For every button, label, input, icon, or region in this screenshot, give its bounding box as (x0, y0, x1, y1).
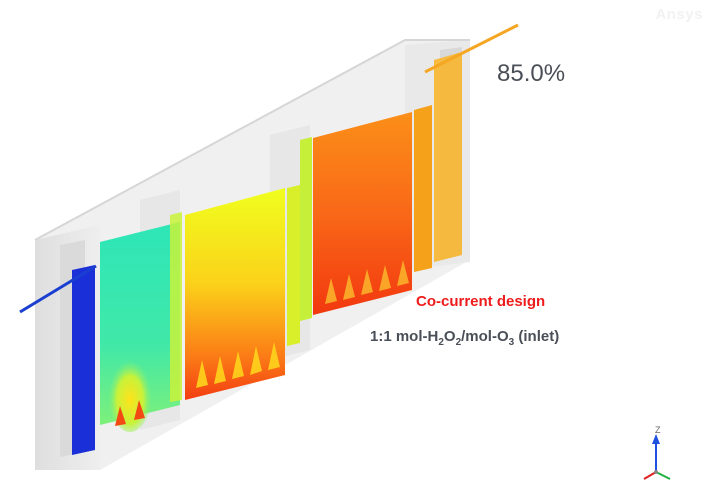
ratio-subscript-2: 2 (455, 337, 462, 348)
ratio-prefix: 1:1 mol-H (370, 328, 439, 345)
molar-ratio-caption: 1:1 mol-H2O2/mol-O3 (inlet) (370, 328, 559, 348)
axis-triad-icon (643, 434, 671, 480)
ratio-suffix: (inlet) (514, 328, 560, 345)
design-title: Co-current design (416, 293, 546, 310)
ratio-subscript-1: 2 (438, 337, 444, 348)
inlet-pipe (19, 264, 97, 314)
ratio-subscript-3: 3 (508, 337, 515, 348)
axis-z-label: Z (655, 425, 661, 435)
stage-2-chamber (170, 185, 300, 402)
conversion-percent: 85.0% (497, 60, 566, 87)
stage-3-chamber (300, 52, 462, 321)
ratio-mid-1: O (443, 328, 456, 345)
outlet-pipe (424, 23, 519, 74)
ansys-watermark: Ansys (655, 6, 703, 23)
stage-1-chamber (72, 222, 180, 455)
ratio-mid-2: /mol-O (461, 328, 509, 345)
